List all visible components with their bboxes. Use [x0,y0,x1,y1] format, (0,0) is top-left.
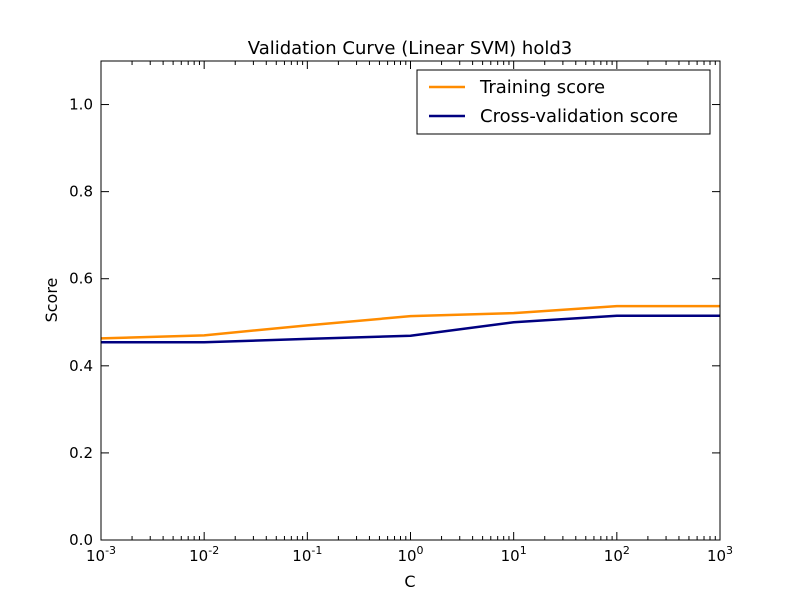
y-tick-label: 1.0 [69,96,93,114]
x-tick-label: 10-3 [86,544,116,565]
y-tick-label: 0.4 [69,357,93,375]
legend-label-1: Cross-validation score [480,106,678,127]
plot-area: 10-3 10-2 10-1 100 101 102 103 0.0 0.2 0.4 0.6 0.8 1… [69,60,733,565]
y-tick-label: 0.2 [69,444,93,462]
x-tick-label: 101 [501,544,527,565]
y-axis-label: Score [42,278,61,323]
y-tick-label: 0.0 [69,531,93,549]
series-line-0 [100,304,720,340]
x-tick-label: 103 [707,544,733,565]
x-tick-label: 100 [397,544,423,565]
legend: Training score Cross-validation score [416,69,711,135]
x-tick-label: 10-1 [292,544,322,565]
y-tick-label: 0.8 [69,183,93,201]
x-tick-label: 102 [604,544,630,565]
x-tick-label: 10-2 [189,544,219,565]
chart-title: Validation Curve (Linear SVM) hold3 [248,38,572,59]
x-axis-label: C [404,572,415,591]
y-tick-label: 0.6 [69,270,93,288]
legend-label-0: Training score [479,77,605,98]
series-line-1 [101,314,720,344]
legend-box [416,69,711,135]
